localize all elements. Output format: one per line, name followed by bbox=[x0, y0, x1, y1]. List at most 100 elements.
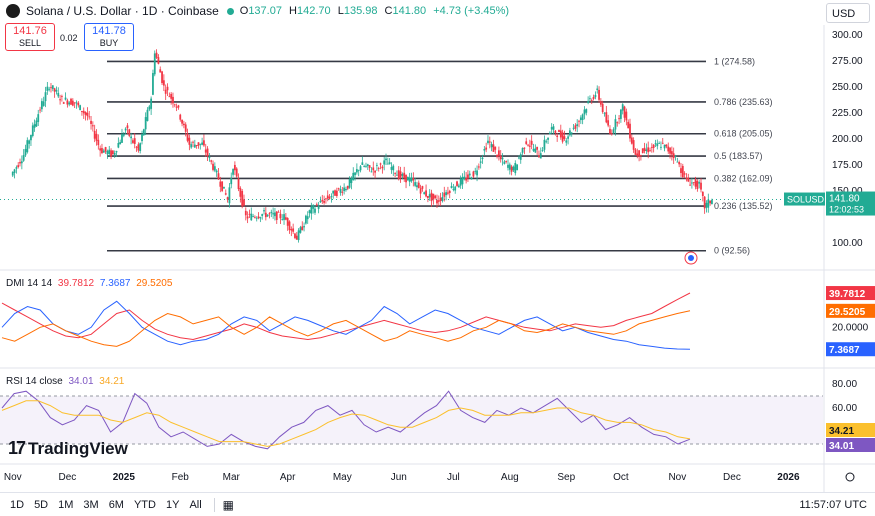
candle-body bbox=[172, 96, 174, 104]
utc-clock[interactable]: 11:57:07 UTC bbox=[799, 498, 867, 511]
candle-body bbox=[692, 182, 695, 184]
candle-body bbox=[201, 142, 204, 145]
candle-body bbox=[277, 211, 280, 213]
candle-body bbox=[658, 143, 661, 144]
time-tick-label: Oct bbox=[613, 472, 629, 483]
candle-body bbox=[170, 93, 173, 99]
candle-body bbox=[536, 146, 539, 150]
candle-body bbox=[39, 109, 41, 111]
timeframe-1m[interactable]: 1M bbox=[58, 498, 74, 511]
tradingview-logo[interactable]: 17 TradingView bbox=[8, 438, 128, 458]
candle-body bbox=[133, 138, 136, 144]
candle-body bbox=[122, 134, 125, 136]
candle-body bbox=[22, 155, 25, 161]
candle-body bbox=[503, 161, 506, 164]
candle-body bbox=[355, 169, 358, 173]
candle-body bbox=[619, 109, 622, 119]
symbol-title[interactable]: Solana / U.S. Dollar · 1D · Coinbase bbox=[26, 4, 219, 18]
candle-body bbox=[62, 102, 65, 104]
candle-body bbox=[310, 206, 313, 214]
symbol-tag-label: SOLUSD bbox=[787, 195, 825, 205]
candle-body bbox=[512, 166, 515, 171]
candle-body bbox=[583, 109, 586, 115]
candle-body bbox=[681, 165, 684, 178]
candle-body bbox=[660, 146, 662, 148]
timeframe-5d[interactable]: 5D bbox=[34, 498, 49, 511]
candle-body bbox=[325, 198, 327, 200]
candle-body bbox=[121, 134, 123, 143]
candle-body bbox=[28, 140, 31, 144]
candle-body bbox=[592, 96, 595, 99]
candle-body bbox=[672, 153, 675, 159]
price-tick-label: 100.00 bbox=[832, 238, 863, 249]
candle-body bbox=[157, 57, 160, 64]
currency-selector[interactable]: USD bbox=[826, 3, 870, 23]
candle-body bbox=[250, 213, 253, 221]
candle-body bbox=[605, 112, 608, 123]
candle-body bbox=[317, 206, 320, 209]
candle-body bbox=[405, 174, 407, 183]
candle-body bbox=[694, 179, 697, 187]
candle-body bbox=[558, 130, 560, 132]
candle-body bbox=[674, 155, 677, 157]
candle-body bbox=[184, 124, 187, 132]
candle-body bbox=[594, 94, 597, 98]
timeframe-6m[interactable]: 6M bbox=[108, 498, 124, 511]
chart-canvas[interactable]: 300.00 275.00 250.00 225.00 200.00 175.00 150.… bbox=[0, 0, 875, 492]
rsi-legend[interactable]: RSI 14 close 34.01 34.21 bbox=[6, 376, 125, 387]
candle-body bbox=[683, 173, 686, 175]
candle-body bbox=[386, 163, 389, 165]
candle-body bbox=[650, 146, 653, 148]
candle-body bbox=[634, 149, 637, 155]
candle-body bbox=[701, 191, 704, 197]
candle-body bbox=[68, 102, 71, 105]
timeframe-ytd[interactable]: YTD bbox=[133, 498, 156, 511]
buy-button[interactable]: 141.78 BUY bbox=[84, 23, 134, 51]
candle-body bbox=[465, 178, 468, 181]
candle-body bbox=[270, 211, 273, 213]
candle-body bbox=[88, 116, 91, 118]
candle-body bbox=[709, 200, 712, 204]
candle-body bbox=[46, 86, 49, 91]
candle-body bbox=[148, 106, 151, 110]
candle-body bbox=[539, 153, 542, 159]
candle-body bbox=[366, 164, 369, 167]
candle-body bbox=[50, 87, 52, 89]
candle-body bbox=[618, 118, 620, 120]
timeframe-all[interactable]: All bbox=[189, 498, 202, 511]
timeframe-1y[interactable]: 1Y bbox=[165, 498, 180, 511]
timeframe-1d[interactable]: 1D bbox=[10, 498, 25, 511]
event-flag-icon bbox=[688, 255, 694, 261]
candle-body bbox=[44, 92, 47, 102]
candle-body bbox=[547, 137, 549, 140]
candle-body bbox=[26, 140, 29, 153]
countdown-label: 12:02:53 bbox=[829, 205, 864, 215]
candle-body bbox=[84, 112, 87, 115]
candle-body bbox=[79, 105, 82, 110]
candle-body bbox=[113, 152, 116, 155]
candle-body bbox=[541, 150, 544, 151]
calendar-icon[interactable]: ▦ bbox=[222, 497, 235, 512]
candle-body bbox=[425, 190, 427, 197]
candle-body bbox=[297, 230, 300, 241]
dmi-legend[interactable]: DMI 14 14 39.7812 7.3687 29.5205 bbox=[6, 278, 173, 289]
candle-body bbox=[559, 130, 562, 138]
candle-body bbox=[649, 150, 651, 152]
candle-body bbox=[219, 181, 222, 187]
candle-body bbox=[450, 186, 453, 189]
timeframe-3m[interactable]: 3M bbox=[83, 498, 99, 511]
candle-body bbox=[204, 149, 207, 153]
candle-body bbox=[235, 168, 238, 177]
candle-body bbox=[518, 157, 520, 159]
candle-body bbox=[243, 199, 245, 206]
candle-body bbox=[330, 196, 333, 198]
candle-body bbox=[130, 136, 132, 139]
candle-body bbox=[689, 184, 691, 186]
rsi-tick-label: 80.00 bbox=[832, 379, 857, 390]
candle-body bbox=[173, 104, 176, 106]
candle-body bbox=[126, 125, 129, 129]
sell-button[interactable]: 141.76 SELL bbox=[5, 23, 55, 51]
candle-body bbox=[696, 181, 699, 189]
candle-body bbox=[381, 166, 384, 169]
candle-body bbox=[15, 167, 18, 169]
